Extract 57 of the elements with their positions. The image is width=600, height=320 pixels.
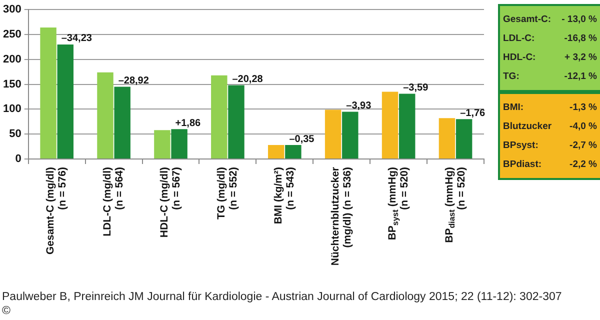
annotation: –34,23 [61, 33, 92, 44]
text: © [2, 304, 12, 318]
bar [171, 129, 188, 158]
bar [97, 72, 114, 158]
annotation: –1,76 [460, 108, 486, 119]
text: -2,7 % [568, 139, 597, 153]
bar [228, 85, 244, 158]
text: -1,3 % [568, 101, 597, 115]
bar [285, 145, 302, 158]
text: Blutzucker [503, 120, 553, 134]
x-tick-label: TG (mg/dl) (n = 552) [216, 166, 240, 220]
annotation: –3,59 [403, 82, 429, 94]
text: TG: [503, 70, 520, 84]
text: Paulweber B, Preinreich JM Journal für Kardiologie - Austrian Journal of Cardiology 2015; 22 (11-12): 302-307 [2, 290, 562, 304]
text: HDL-C: [503, 51, 537, 65]
x-tick-label: HDL-C (mg/dl) (n = 567) [158, 166, 183, 238]
bar [268, 145, 284, 158]
annotation: –0,35 [289, 134, 315, 145]
y-tick-label: 200 [2, 53, 22, 66]
bar [342, 112, 358, 158]
annotation: –28,92 [118, 76, 150, 87]
bar [211, 75, 228, 158]
bar [114, 86, 130, 158]
text: -12,1 % [563, 70, 597, 84]
text: -16,8 % [563, 32, 597, 46]
bar [438, 118, 456, 158]
text: BPdiast: [503, 158, 543, 172]
bar [40, 28, 56, 158]
y-tick-label: 0 [15, 153, 22, 166]
bar [324, 110, 342, 158]
x-tick-label: Nüchternblutzucker (mg/dl) (n = 536) [330, 166, 354, 266]
text: + 3,2 % [564, 51, 597, 65]
text: BMI: [503, 101, 525, 115]
annotation: –20,28 [232, 74, 264, 86]
y-tick-label: 100 [2, 103, 22, 116]
x-tick-label: BPdiast (mmHg) (n = 520) [443, 166, 468, 243]
x-tick-label: BPsyst (mmHg) (n = 520) [386, 166, 410, 240]
y-tick-label: 250 [2, 28, 22, 41]
bar [154, 130, 170, 158]
text: BPsyst: [503, 139, 540, 153]
y-tick-label: 150 [2, 78, 22, 90]
annotation: +1,86 [175, 118, 202, 129]
text: LDL-C: [503, 32, 536, 46]
bar [456, 119, 472, 158]
y-tick-label: 300 [2, 4, 22, 16]
annotation: –3,93 [346, 100, 372, 112]
x-tick-label: Gesamt-C (mg/dl) (n = 576) [44, 166, 69, 255]
text: -4,0 % [568, 120, 597, 134]
x-tick-label: LDL-C (mg/dl) (n = 564) [102, 166, 126, 236]
bar [398, 94, 416, 158]
text: Gesamt-C: [503, 13, 552, 27]
bar [382, 92, 398, 158]
x-tick-label: BMI (kg/m²) (n = 543) [272, 166, 297, 224]
y-tick-label: 50 [9, 128, 22, 140]
text: -2,2 % [568, 158, 597, 172]
bar [57, 44, 74, 158]
text: - 13,0 % [560, 13, 597, 27]
